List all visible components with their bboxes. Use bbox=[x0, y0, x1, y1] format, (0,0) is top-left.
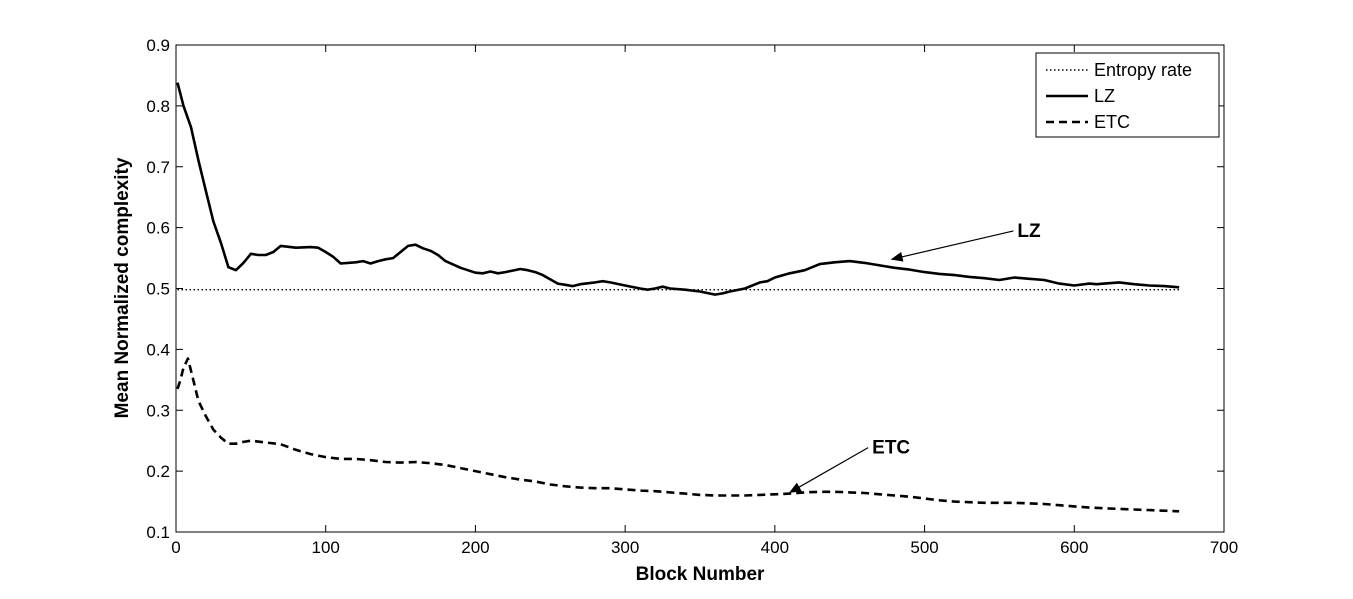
x-tick-label: 600 bbox=[1060, 538, 1088, 557]
y-tick-label: 0.5 bbox=[146, 280, 170, 299]
x-axis-title: Block Number bbox=[636, 564, 765, 585]
annotation-layer: LZ ETC bbox=[788, 221, 1041, 493]
x-tick-label: 0 bbox=[171, 538, 180, 557]
y-tick-label: 0.9 bbox=[146, 36, 170, 55]
x-tick-label: 200 bbox=[461, 538, 489, 557]
series-layer bbox=[176, 82, 1180, 513]
series-line-lz bbox=[176, 82, 1180, 296]
annotation-label: ETC bbox=[872, 438, 910, 459]
y-tick-label: 0.8 bbox=[146, 97, 170, 116]
y-tick-label: 0.3 bbox=[146, 401, 170, 420]
y-tick-label: 0.6 bbox=[146, 219, 170, 238]
legend-label: ETC bbox=[1094, 112, 1130, 132]
series-line-etc bbox=[176, 357, 1180, 513]
annotation-arrow bbox=[890, 230, 1014, 262]
x-tick-label: 700 bbox=[1210, 538, 1238, 557]
annotation-arrow bbox=[788, 447, 869, 493]
x-tick-label: 100 bbox=[312, 538, 340, 557]
x-axis-ticks: 0 100 200 300 400 500 600 700 bbox=[171, 45, 1238, 557]
legend-label: Entropy rate bbox=[1094, 60, 1192, 80]
y-tick-label: 0.1 bbox=[146, 523, 170, 542]
y-axis-ticks: 0.1 0.2 0.3 0.4 0.5 0.6 0.7 0.8 0.9 bbox=[146, 36, 1224, 542]
y-tick-label: 0.4 bbox=[146, 340, 170, 359]
y-tick-label: 0.7 bbox=[146, 158, 170, 177]
y-tick-label: 0.2 bbox=[146, 462, 170, 481]
legend: Entropy rate LZ ETC bbox=[1035, 52, 1220, 138]
legend-label: LZ bbox=[1094, 86, 1115, 106]
y-axis-title: Mean Normalized complexity bbox=[112, 157, 133, 418]
x-tick-label: 400 bbox=[761, 538, 789, 557]
annotation-label: LZ bbox=[1017, 221, 1041, 242]
x-tick-label: 500 bbox=[910, 538, 938, 557]
x-tick-label: 300 bbox=[611, 538, 639, 557]
